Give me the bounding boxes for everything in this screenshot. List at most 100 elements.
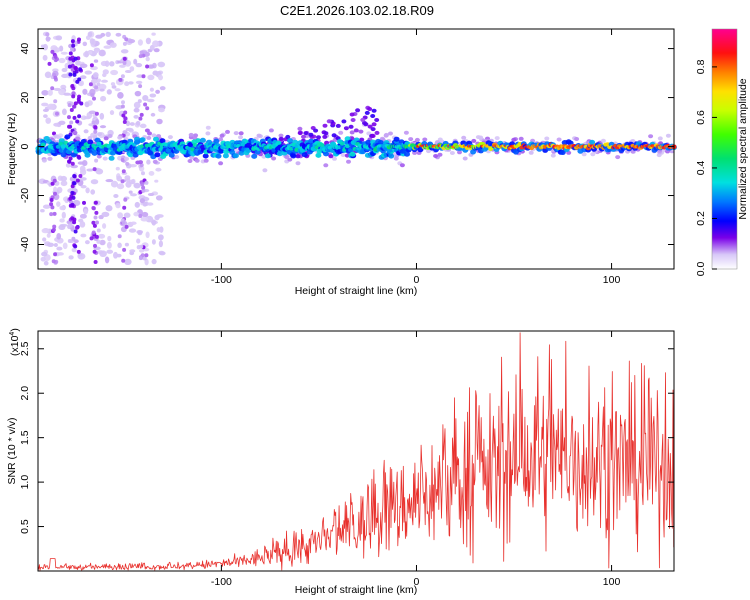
spectrogram-cell [42,237,47,242]
snr-frame [37,330,675,572]
spectrogram-cell [151,133,157,138]
spectrogram-cell [123,110,128,115]
spectrogram-cell [40,256,46,262]
spectrogram-cell [550,153,556,158]
spectrogram-cell [138,160,143,165]
spectrogram-cell [95,34,103,39]
spectrogram-cell [147,192,155,197]
spectrogram-cell [297,126,303,131]
spectrogram-cell [45,36,51,42]
spectrogram-cell [132,152,139,158]
spectrogram-cell [271,156,277,161]
spectrogram-cell [142,202,147,207]
spectrogram-cell [295,161,301,166]
spectrogram-cell [79,101,84,106]
spectrogram-cell [55,111,59,116]
spectrogram-cell [156,118,163,125]
spectrogram-cell [105,31,111,38]
spectrogram-cell [120,104,125,109]
colorbar-ticks: 0.0 0.2 0.4 0.6 0.8 [695,59,717,276]
spectrogram-cell [113,193,119,199]
spectrogram-cell [98,233,106,239]
spectrogram-cell [559,149,566,155]
snr-xtick-label: -100 [211,576,232,588]
spectrogram-cell [65,163,71,168]
spectrogram-cell [47,156,53,161]
spectrogram-cell [122,120,127,124]
spectrogram-cell [142,256,147,261]
spectrogram-cell [81,160,88,167]
spectrogram-cell [87,139,94,145]
spectrogram-cell [53,186,58,194]
spectrogram-cell [58,224,66,231]
spectrogram-cell [106,249,114,254]
spectrogram-cell [45,32,50,37]
spectrogram-cell [122,247,127,252]
spectrogram-cell [50,49,55,54]
snr-ytick-label: 2.5 [19,341,31,356]
spectrogram-cell [152,40,160,48]
spectrogram-cell [284,155,290,159]
spectrogram-cell [146,98,155,103]
spectrogram-cell [155,214,164,218]
spectrogram-cell [53,54,58,59]
snr-multiplier-base: (x10 [9,335,21,356]
spectrogram-cell [61,108,67,116]
spectrogram-cell [590,152,596,157]
spectrogram-cell [68,196,73,201]
spectrogram-cell [141,171,145,176]
spectrogram-cell [151,219,157,226]
spectrogram-cell [147,131,152,136]
spectrogram-cell [544,136,550,141]
spectrogram-cell [574,137,580,141]
spectrogram-cell [219,133,225,138]
snr-panel: -100 0 100 0.5 1.0 1.5 2.0 2.5 Height of straig… [6,328,675,596]
spectrogram-cell [139,163,144,168]
snr-multiplier: (x104) [9,328,21,356]
spectrogram-cell [73,56,78,61]
spectrogram-cell [127,39,136,44]
spectrogram-cell [67,103,72,108]
spectrogram-cell [85,187,90,194]
spectrogram-cell [238,131,244,136]
spectrogram-cell [94,234,99,239]
spectrogram-cell [301,152,308,158]
spectrogram-cell [276,140,282,145]
spectrogram-cell [64,62,70,70]
colorbar-tick-label: 0.8 [695,59,707,74]
spectrogram-cell [68,72,73,77]
spectrogram-cell [140,253,145,258]
spectrogram-cell [122,130,128,135]
colorbar: 0.0 0.2 0.4 0.6 0.8 Normalized spectral ampl… [695,28,749,276]
spectrogram-cell [133,211,140,217]
spectrogram-cell [71,94,76,99]
spectrogram-cell [138,214,143,218]
spectrogram-marks [35,31,677,266]
spectrogram-cell [268,128,274,133]
spectrogram-cell [100,95,107,102]
spectrogram-cell [119,64,126,68]
spectrogram-cell [232,153,239,159]
spectrogram-cell [144,258,149,266]
spectrogram-cell [121,113,126,118]
spectrogram-cell [52,68,59,73]
spectrogram-cell [374,118,380,122]
spectrogram-cell [138,116,143,121]
spectrogram-cell [323,163,329,168]
spectrogram-cell [88,82,93,87]
spectrogram-cell [130,221,137,225]
spectrogram-cell [121,220,126,225]
spectrogram-cell [64,134,71,140]
spectrogram-cell [76,249,81,254]
spectrogram-cell [134,201,140,208]
spectrogram-cell [51,259,56,264]
spectrogram-cell [98,49,106,57]
spectrogram-cell [371,122,377,127]
spectrogram-cell [149,87,154,92]
spectrogram-cell [301,134,306,139]
spectrogram-cell [92,72,99,78]
spectrogram-cell [143,102,148,107]
spectrogram-cell [72,174,77,178]
spectrogram-ytick-label: -20 [19,188,31,203]
